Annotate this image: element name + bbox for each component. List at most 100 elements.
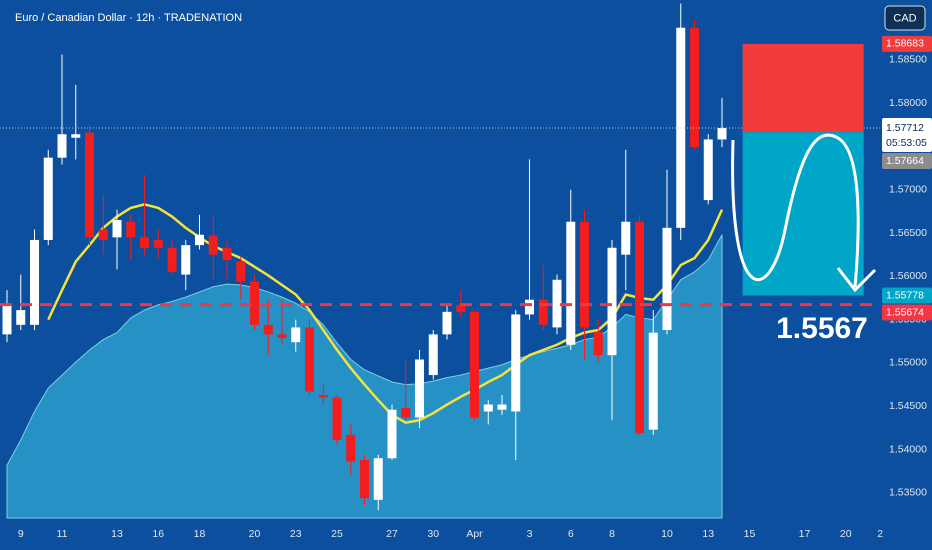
candle-body [195,234,205,246]
candle-body [30,239,40,325]
candle-body [181,245,191,275]
x-tick-label: 20 [840,528,852,540]
plot-area [0,3,880,519]
chart-title: Euro / Canadian Dollar · 12h · TRADENATI… [15,12,242,24]
price-tag [882,35,932,52]
x-tick-label: 23 [290,528,302,540]
y-tick-label: 1.58500 [889,54,927,66]
y-tick-label: 1.58000 [889,97,927,109]
x-tick-label: 6 [568,528,574,540]
x-tick-label: Apr [466,528,483,540]
x-tick-label: 8 [609,528,615,540]
candle-body [387,409,397,459]
x-tick-label: 11 [57,528,68,540]
x-tick-label: 15 [744,528,756,540]
candle-body [662,227,672,331]
candle-body [222,247,232,260]
candle-body [2,304,12,335]
candle-body [580,221,590,328]
x-tick-label: 16 [152,528,164,540]
x-tick-label: 9 [18,528,24,540]
candle-body [566,221,576,345]
candle-body [676,27,686,228]
y-tick-label: 1.56000 [889,270,927,282]
candle-body [332,397,342,441]
candle-body [360,459,370,499]
price-tag-label: 1.57712 [886,122,924,134]
candle-body [71,134,81,138]
candle-body [593,331,603,356]
candle-body [250,281,260,325]
x-tick-label: 25 [331,528,343,540]
candle-body [277,334,287,338]
y-tick-label: 1.54000 [889,443,927,455]
candle-body [263,324,273,335]
stop-zone [742,43,864,133]
price-tag [882,153,932,170]
axis-layer: 1.55671.535001.540001.545001.550001.5550… [18,35,932,540]
candle-body [442,311,452,335]
candle-body [373,458,383,500]
candle-body [208,235,218,255]
candle-body [305,327,315,392]
x-tick-label: 20 [249,528,261,540]
x-tick-label: 27 [386,528,398,540]
x-tick-label: 13 [111,528,123,540]
price-tag [882,304,932,321]
projection-arrowhead [836,267,877,293]
candle-body [525,299,535,315]
candle-body [621,221,631,255]
x-tick-label: 10 [661,528,673,540]
y-tick-label: 1.57000 [889,183,927,195]
candle-body [153,239,163,248]
price-tag-label: 1.57664 [886,155,924,167]
candle-body [16,310,26,325]
candle-body [483,404,493,412]
candle-body [112,220,122,238]
candle-body [511,314,521,412]
candle-body [98,229,108,240]
price-tag-label: 1.58683 [886,38,924,50]
target-zone [742,132,864,296]
candle-body [346,434,356,462]
currency-button[interactable] [884,5,926,31]
candle-body [470,311,480,418]
y-tick-label: 1.56500 [889,227,927,239]
candle-body [648,332,658,430]
candle-body [318,394,328,398]
y-tick-label: 1.55000 [889,357,927,369]
candle-body [635,221,645,434]
candle-body [401,407,411,418]
candle-body [690,27,700,148]
candle-body [85,132,95,238]
candle-body [538,299,548,325]
x-tick-label: 13 [702,528,714,540]
candle-body [43,157,53,240]
projection-curve [731,133,860,288]
candle-body [497,404,507,410]
x-tick-label: 30 [427,528,439,540]
candle-body [415,359,425,418]
candle-body [140,237,150,248]
candle-body [717,128,727,140]
candle-body [703,139,713,201]
candle-body [126,221,136,238]
currency-label[interactable]: CAD [893,12,916,24]
key-level-label: 1.5567 [776,312,868,345]
y-tick-label: 1.53500 [889,487,927,499]
candle-body [57,134,67,158]
candle-body [552,279,562,328]
candle-body [236,261,246,282]
candle-body [167,247,177,272]
price-tag [882,287,932,304]
candle-body [456,304,466,312]
x-tick-label: 3 [527,528,533,540]
candle-body [291,327,301,343]
price-tag [882,118,932,153]
candle-body [607,247,617,356]
x-tick-label: 17 [799,528,811,540]
price-tag-label: 1.55778 [886,289,924,301]
countdown-label: 05:53:05 [886,137,927,149]
